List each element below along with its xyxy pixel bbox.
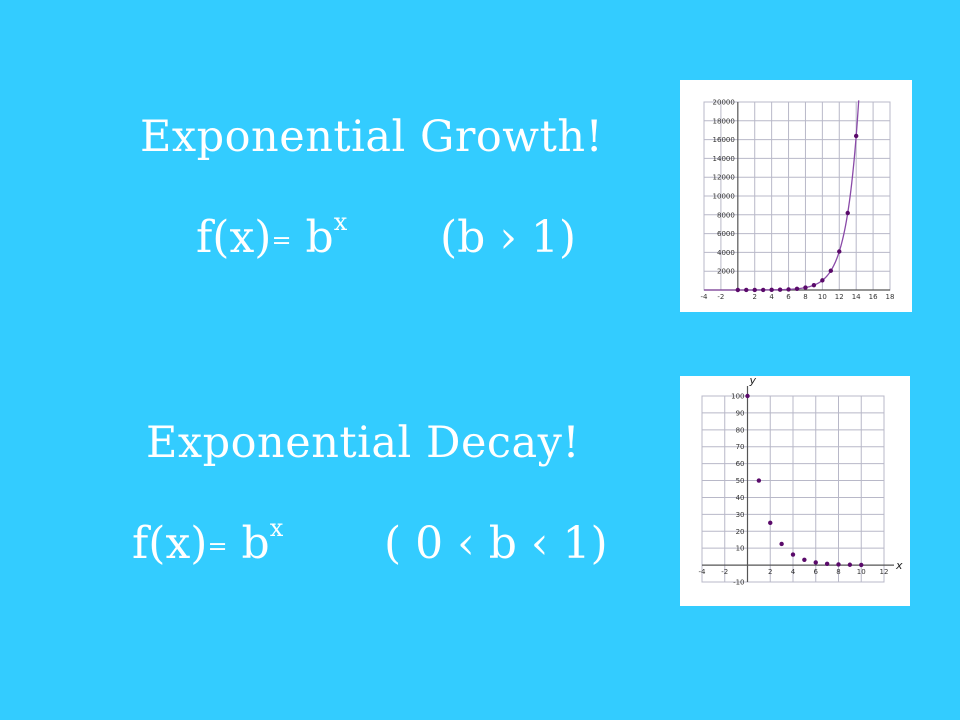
- growth-data-point: [735, 287, 741, 293]
- growth-data-point: [828, 268, 834, 273]
- growth-formula-equals: =: [271, 226, 292, 255]
- growth-data-point: [786, 287, 791, 292]
- growth-y-tick-label: 12000: [713, 174, 735, 182]
- decay-y-tick-label: 10: [736, 545, 745, 553]
- decay-plot-border: [701, 395, 885, 583]
- decay-y-tick-label: 100: [731, 393, 744, 401]
- decay-x-tick-label: 4: [791, 568, 796, 576]
- growth-x-tick-label: 6: [786, 293, 791, 301]
- growth-x-tick-label: 2: [752, 293, 756, 301]
- decay-data-point: [790, 552, 796, 557]
- decay-data-point: [847, 562, 853, 567]
- growth-data-point: [794, 286, 800, 291]
- growth-formula-base: b: [305, 212, 334, 263]
- decay-x-tick-label: 12: [880, 568, 889, 576]
- growth-y-tick-label: 18000: [713, 117, 735, 125]
- decay-data-point: [859, 562, 864, 568]
- growth-data-point: [803, 285, 808, 290]
- decay-data-point: [813, 560, 818, 565]
- decay-x-tick-label: 6: [814, 568, 819, 576]
- decay-data-point: [756, 478, 762, 483]
- decay-graph-svg: -4 -2 2 4 6 8 10 12 -10 10 20 30 40 50 60 70 80 90 100 x y: [699, 376, 903, 587]
- growth-y-tick-label: 10000: [713, 193, 735, 201]
- decay-grid: [701, 395, 885, 583]
- decay-data-point: [768, 520, 773, 526]
- decay-data-point: [824, 561, 830, 566]
- growth-data-point: [837, 249, 842, 254]
- decay-y-tick-label: 80: [736, 426, 745, 434]
- growth-grid: [703, 101, 891, 291]
- growth-y-tick-label: 8000: [717, 211, 735, 219]
- decay-y-tick-label: 90: [736, 409, 745, 417]
- decay-formula-equals: =: [207, 532, 228, 561]
- growth-formula: f(x)= bx: [196, 210, 347, 263]
- decay-y-tick-label: -10: [733, 579, 744, 587]
- decay-x-tick-label: -4: [699, 568, 707, 576]
- growth-data-point: [820, 278, 825, 283]
- decay-y-tick-label: 40: [736, 494, 745, 502]
- growth-y-tick-label: 20000: [713, 99, 735, 107]
- decay-formula-base: b: [241, 518, 270, 569]
- growth-graph: -4 -2 2 4 6 8 10 12 14 16 18 2000 4000 6000 8000 10000 1…: [680, 80, 912, 312]
- growth-x-tick-label: 10: [818, 293, 827, 301]
- decay-heading: Exponential Decay!: [146, 418, 581, 468]
- growth-x-tick-label: 14: [852, 293, 861, 301]
- decay-data-point: [836, 562, 841, 567]
- decay-y-tick-label: 60: [736, 460, 745, 468]
- growth-data-point: [853, 133, 859, 139]
- growth-y-tick-label: 6000: [717, 230, 735, 238]
- growth-condition: (b › 1): [440, 212, 577, 263]
- growth-x-tick-label: -4: [701, 293, 709, 301]
- growth-x-tick-label: 18: [886, 293, 895, 301]
- growth-data-point: [744, 287, 749, 293]
- decay-condition: ( 0 ‹ b ‹ 1): [384, 518, 608, 569]
- decay-formula-exponent: x: [269, 514, 284, 542]
- growth-y-tick-label: 16000: [713, 136, 735, 144]
- growth-data-point: [777, 287, 783, 292]
- growth-x-tick-label: 8: [803, 293, 807, 301]
- decay-x-tick-label: 2: [768, 568, 772, 576]
- decay-formula-fx: f(x): [132, 518, 208, 569]
- decay-x-tick-label: 10: [857, 568, 866, 576]
- decay-y-tick-label: 30: [736, 511, 745, 519]
- growth-y-tick-label: 14000: [713, 155, 735, 163]
- growth-formula-fx: f(x): [196, 212, 272, 263]
- decay-y-tick-label: 70: [736, 443, 745, 451]
- growth-y-tick-label: 2000: [717, 268, 735, 276]
- growth-x-tick-label: 4: [769, 293, 774, 301]
- decay-y-axis-label: y: [749, 376, 757, 387]
- growth-data-point: [811, 282, 817, 288]
- decay-x-tick-label: -2: [721, 568, 728, 576]
- growth-x-tick-label: 16: [869, 293, 878, 301]
- decay-data-point: [802, 557, 807, 563]
- growth-x-tick-label: 12: [835, 293, 844, 301]
- decay-data-point: [779, 541, 784, 547]
- growth-data-point: [769, 287, 774, 293]
- growth-data-point: [760, 287, 766, 293]
- decay-x-tick-label: 8: [836, 568, 840, 576]
- growth-formula-exponent: x: [333, 208, 348, 236]
- decay-data-point: [745, 393, 750, 399]
- growth-y-tick-label: 4000: [717, 249, 735, 257]
- decay-graph: -4 -2 2 4 6 8 10 12 -10 10 20 30 40 50 60 70 80 90 100 x y: [680, 376, 910, 606]
- growth-data-point: [845, 210, 850, 216]
- growth-data-point: [752, 287, 757, 293]
- growth-heading: Exponential Growth!: [140, 112, 604, 162]
- decay-formula: f(x)= bx: [132, 516, 283, 569]
- decay-x-axis-label: x: [895, 559, 903, 572]
- growth-x-tick-label: -2: [717, 293, 724, 301]
- decay-y-tick-label: 50: [736, 477, 745, 485]
- growth-graph-svg: -4 -2 2 4 6 8 10 12 14 16 18 2000 4000 6000 8000 10000 1…: [701, 99, 895, 302]
- decay-y-tick-label: 20: [736, 528, 745, 536]
